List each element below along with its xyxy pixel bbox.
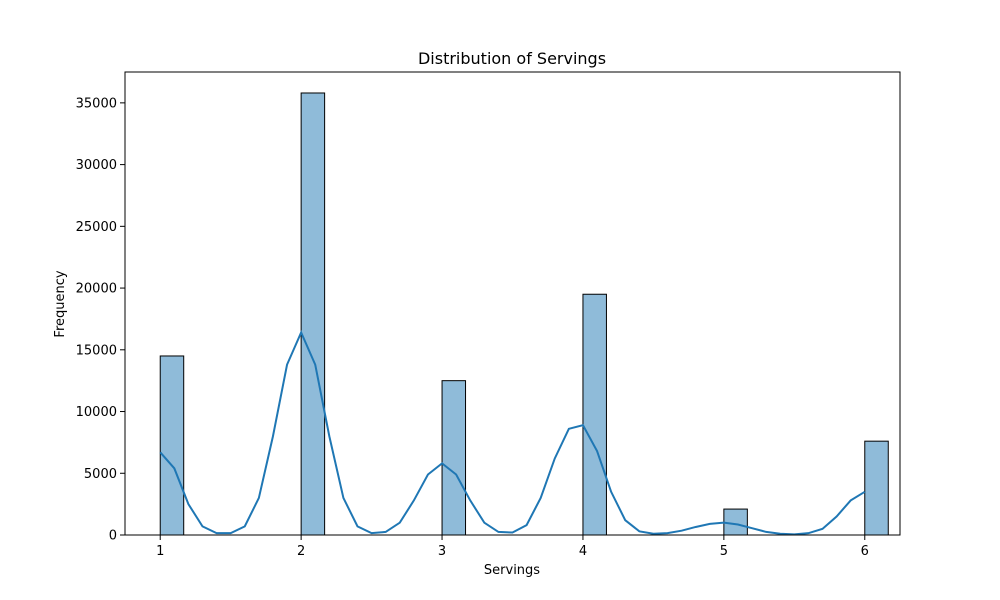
- x-tick-label: 5: [720, 544, 728, 559]
- y-axis: 0 5000 10000 15000 20000 25000 30000 35000: [76, 96, 125, 544]
- y-tick-label: 10000: [76, 405, 117, 420]
- bar-servings-6: [864, 440, 889, 536]
- y-axis-title: Frequency: [53, 270, 68, 337]
- bar-servings-3: [441, 380, 467, 536]
- y-tick-label: 5000: [84, 467, 117, 482]
- x-tick-label: 1: [156, 544, 164, 559]
- y-tick-label: 20000: [76, 282, 117, 297]
- bar-servings-5: [723, 508, 748, 536]
- x-tick-label: 3: [438, 544, 446, 559]
- x-axis: 1 2 3 4 5 6: [156, 535, 869, 559]
- kde-curve: [159, 330, 866, 536]
- bar-servings-4: [582, 293, 607, 536]
- y-tick-label: 0: [109, 529, 117, 544]
- plot-frame: [124, 71, 901, 536]
- y-tick-label: 15000: [76, 343, 117, 358]
- bar-servings-1: [159, 355, 185, 536]
- bars-layer: [159, 92, 889, 536]
- x-axis-title: Servings: [484, 563, 540, 578]
- y-tick-label: 25000: [76, 220, 117, 235]
- y-tick-label: 30000: [76, 158, 117, 173]
- chart-title: Distribution of Servings: [418, 49, 606, 68]
- x-tick-label: 6: [861, 544, 869, 559]
- y-tick-label: 35000: [76, 96, 117, 111]
- x-tick-label: 2: [297, 544, 305, 559]
- bar-servings-2: [300, 92, 326, 536]
- x-tick-label: 4: [579, 544, 587, 559]
